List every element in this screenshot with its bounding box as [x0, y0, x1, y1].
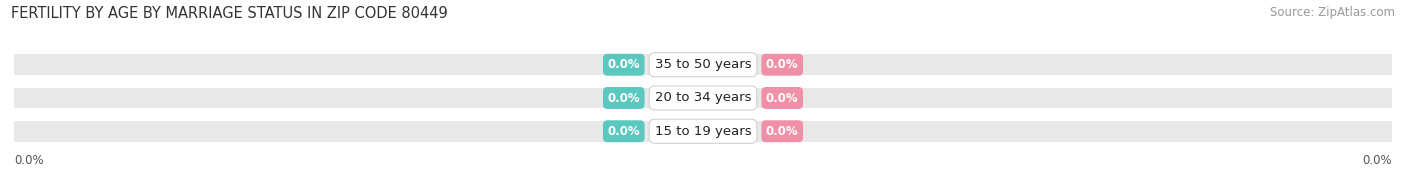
Text: 0.0%: 0.0% — [607, 125, 640, 138]
Text: 35 to 50 years: 35 to 50 years — [655, 58, 751, 71]
Text: 0.0%: 0.0% — [766, 58, 799, 71]
Bar — [14, 121, 1392, 142]
Text: 0.0%: 0.0% — [14, 154, 44, 167]
Text: 0.0%: 0.0% — [766, 125, 799, 138]
Bar — [14, 54, 1392, 75]
Text: 0.0%: 0.0% — [1362, 154, 1392, 167]
Bar — [14, 88, 1392, 108]
Text: 15 to 19 years: 15 to 19 years — [655, 125, 751, 138]
Text: Source: ZipAtlas.com: Source: ZipAtlas.com — [1270, 6, 1395, 19]
Text: 0.0%: 0.0% — [607, 58, 640, 71]
Text: 0.0%: 0.0% — [607, 92, 640, 104]
Text: 0.0%: 0.0% — [766, 92, 799, 104]
Text: 20 to 34 years: 20 to 34 years — [655, 92, 751, 104]
Text: FERTILITY BY AGE BY MARRIAGE STATUS IN ZIP CODE 80449: FERTILITY BY AGE BY MARRIAGE STATUS IN Z… — [11, 6, 449, 21]
